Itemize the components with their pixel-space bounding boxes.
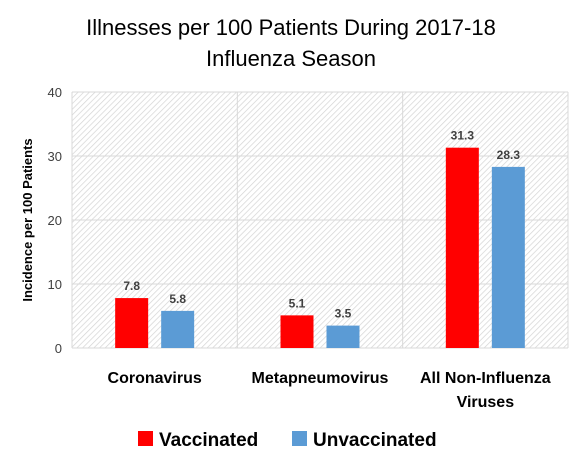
y-tick-label: 0: [55, 341, 62, 356]
y-tick-label: 10: [48, 277, 62, 292]
chart-title-line-1: Illnesses per 100 Patients During 2017-1…: [86, 15, 496, 40]
data-label: 5.8: [169, 292, 186, 306]
data-label: 7.8: [123, 279, 140, 293]
data-label: 28.3: [497, 148, 521, 162]
bar-unvaccinated-1: [326, 325, 360, 348]
data-labels: 7.8 5.8 5.1 3.5 31.3 28.3: [123, 129, 520, 321]
category-label: Viruses: [457, 394, 515, 411]
y-tick-label: 40: [48, 85, 62, 100]
grid: [71, 91, 569, 349]
category-label: Coronavirus: [108, 370, 202, 387]
y-tick-label: 30: [48, 149, 62, 164]
legend-label-unvaccinated: Unvaccinated: [313, 430, 437, 451]
y-axis-ticks: 0 10 20 30 40: [48, 85, 62, 356]
y-tick-label: 20: [48, 213, 62, 228]
data-label: 3.5: [335, 307, 352, 321]
bar-vaccinated-1: [280, 315, 314, 348]
category-label: Metapneumovirus: [252, 370, 389, 387]
data-label: 31.3: [451, 129, 475, 143]
y-axis-label: Incidence per 100 Patients: [20, 138, 35, 301]
bar-vaccinated-2: [445, 147, 479, 348]
category-labels: Coronavirus Metapneumovirus All Non-Influe…: [108, 370, 551, 411]
category-label: All Non-Influenza: [420, 370, 551, 387]
bars: [115, 147, 525, 348]
bar-vaccinated-0: [115, 298, 149, 348]
chart-title-line-2: Influenza Season: [206, 46, 376, 71]
data-label: 5.1: [289, 296, 306, 310]
bar-unvaccinated-2: [491, 166, 525, 348]
legend-swatch-unvaccinated: [292, 431, 307, 446]
bar-unvaccinated-0: [161, 310, 195, 348]
legend-label-vaccinated: Vaccinated: [159, 430, 258, 451]
legend-swatch-vaccinated: [138, 431, 153, 446]
legend: Vaccinated Unvaccinated: [138, 430, 437, 451]
